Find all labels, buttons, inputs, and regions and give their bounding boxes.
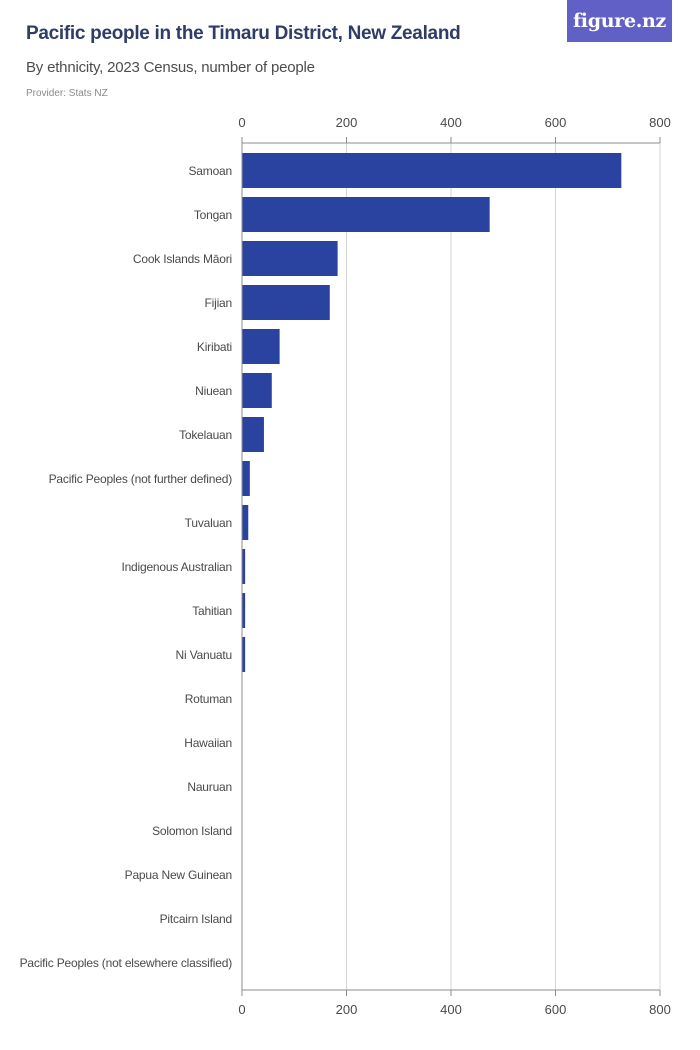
- chart-subtitle: By ethnicity, 2023 Census, number of peo…: [26, 59, 315, 76]
- x-tick-label-top: 200: [336, 115, 358, 130]
- category-label: Hawaiian: [184, 736, 232, 750]
- bar: [242, 417, 264, 452]
- bar: [242, 373, 272, 408]
- x-tick-label-bottom: 0: [238, 1002, 245, 1017]
- category-label: Kiribati: [197, 340, 232, 354]
- category-label: Papua New Guinean: [125, 868, 232, 882]
- x-tick-label-bottom: 400: [440, 1002, 462, 1017]
- bar: [242, 329, 280, 364]
- category-label: Niuean: [195, 384, 232, 398]
- bar: [242, 197, 490, 232]
- category-label: Ni Vanuatu: [176, 648, 232, 662]
- chart-title: Pacific people in the Timaru District, N…: [26, 23, 461, 44]
- category-label: Cook Islands Māori: [133, 252, 232, 266]
- category-label: Tongan: [194, 208, 232, 222]
- bar: [242, 505, 249, 540]
- bar: [242, 241, 338, 276]
- category-label: Tahitian: [192, 604, 232, 618]
- x-tick-label-bottom: 800: [649, 1002, 671, 1017]
- figure-nz-logo[interactable]: figure.nz: [567, 0, 672, 42]
- category-label: Fijian: [205, 296, 232, 310]
- bar: [242, 153, 622, 188]
- x-tick-label-top: 600: [545, 115, 567, 130]
- category-label: Solomon Island: [152, 824, 232, 838]
- x-tick-label-top: 0: [238, 115, 245, 130]
- category-label: Rotuman: [185, 692, 232, 706]
- x-tick-label-top: 400: [440, 115, 462, 130]
- x-tick-label-bottom: 600: [545, 1002, 567, 1017]
- x-tick-label-top: 800: [649, 115, 671, 130]
- category-label: Pacific Peoples (not elsewhere classifie…: [20, 956, 233, 970]
- category-label: Tokelauan: [179, 428, 232, 442]
- bar: [242, 593, 246, 628]
- bar: [242, 285, 330, 320]
- x-tick-label-bottom: 200: [336, 1002, 358, 1017]
- category-label: Pacific Peoples (not further defined): [49, 472, 233, 486]
- provider-credit: Provider: Stats NZ: [26, 88, 108, 99]
- bar: [242, 461, 250, 496]
- category-label: Indigenous Australian: [121, 560, 232, 574]
- category-label: Samoan: [189, 164, 233, 178]
- category-label: Nauruan: [187, 780, 232, 794]
- category-label: Pitcairn Island: [160, 912, 232, 926]
- bar: [242, 549, 246, 584]
- category-label: Tuvaluan: [185, 516, 232, 530]
- bar: [242, 637, 246, 672]
